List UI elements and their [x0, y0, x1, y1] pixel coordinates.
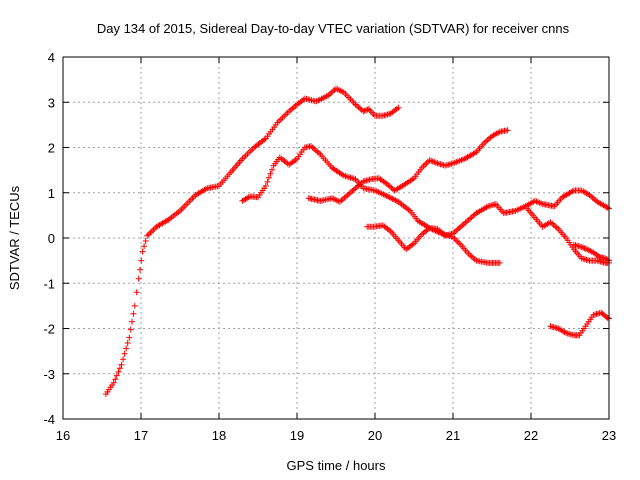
y-tick-label: -1 — [43, 276, 55, 291]
x-tick-label: 23 — [602, 428, 616, 443]
plus-markers — [102, 85, 402, 398]
plot-frame — [62, 56, 610, 420]
x-tick-label: 18 — [212, 428, 226, 443]
series-track-3 — [305, 127, 511, 205]
x-tick-label: 17 — [134, 428, 148, 443]
series-track-5 — [524, 205, 612, 266]
y-tick-label: -4 — [43, 412, 55, 427]
x-tick-label: 20 — [368, 428, 382, 443]
series-track-1 — [102, 85, 402, 398]
series-track-7 — [547, 309, 612, 339]
chart-title: Day 134 of 2015, Sidereal Day-to-day VTE… — [97, 21, 570, 36]
y-axis-label: SDTVAR / TECUs — [7, 185, 22, 290]
y-tick-label: 1 — [48, 186, 55, 201]
grid-lines — [63, 57, 609, 419]
plus-markers — [547, 309, 612, 339]
y-tick-label: 3 — [48, 95, 55, 110]
data-series — [102, 85, 612, 398]
plus-markers — [524, 205, 612, 266]
x-tick-label: 22 — [524, 428, 538, 443]
plus-markers — [364, 187, 612, 253]
plus-markers — [570, 241, 612, 264]
series-track-4 — [364, 187, 612, 253]
y-tick-label: 4 — [48, 50, 55, 65]
x-tick-label: 16 — [56, 428, 70, 443]
x-tick-label: 19 — [290, 428, 304, 443]
series-track-6 — [570, 241, 612, 264]
plus-markers — [305, 127, 511, 205]
y-tick-label: 0 — [48, 231, 55, 246]
x-axis-label: GPS time / hours — [287, 458, 386, 473]
y-tick-label: -2 — [43, 322, 55, 337]
x-tick-label: 21 — [446, 428, 460, 443]
y-tick-label: -3 — [43, 367, 55, 382]
y-tick-label: 2 — [48, 141, 55, 156]
